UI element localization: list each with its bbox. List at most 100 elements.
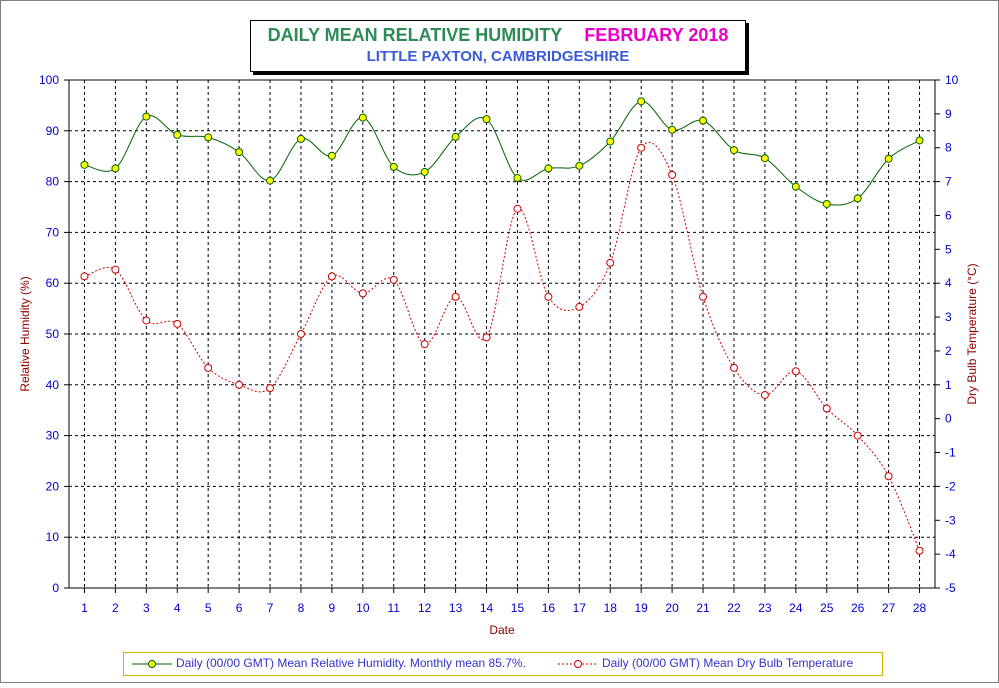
y2-tick-label: -5 xyxy=(945,581,956,595)
humidity-point xyxy=(760,154,769,163)
chart-subtitle-location: LITTLE PAXTON, CAMBRIDGESHIRE xyxy=(366,48,630,65)
chart-title-main: DAILY MEAN RELATIVE HUMIDITY xyxy=(267,25,563,45)
temperature-point xyxy=(544,292,553,301)
chart-title: DAILY MEAN RELATIVE HUMIDITY FEBRUARY 201… xyxy=(251,25,745,46)
temperature-series-line xyxy=(84,141,920,551)
temperature-point xyxy=(668,170,677,179)
humidity-point xyxy=(389,162,398,171)
humidity-point xyxy=(668,125,677,134)
humidity-point xyxy=(327,151,336,160)
y-tick-label: 100 xyxy=(39,73,59,87)
x-tick-label: 5 xyxy=(205,601,212,615)
y2-tick-label: -4 xyxy=(945,547,956,561)
chart-title-period: FEBRUARY 2018 xyxy=(584,25,729,45)
humidity-point xyxy=(451,132,460,141)
legend-humidity-label: Daily (00/00 GMT) Mean Relative Humidity… xyxy=(176,656,526,670)
humidity-series-line xyxy=(84,100,920,206)
x-tick-label: 11 xyxy=(388,601,401,615)
y2-tick-label: 4 xyxy=(945,276,952,290)
humidity-point xyxy=(575,161,584,170)
legend-temperature-label: Daily (00/00 GMT) Mean Dry Bulb Temperat… xyxy=(602,656,854,670)
x-tick-label: 3 xyxy=(143,601,150,615)
humidity-point xyxy=(173,130,182,139)
y-tick-label: 40 xyxy=(46,378,60,392)
x-tick-label: 26 xyxy=(851,601,865,615)
temperature-point xyxy=(699,292,708,301)
y2-tick-label: 5 xyxy=(945,242,952,256)
temperature-point xyxy=(637,143,646,152)
y2-tick-label: 6 xyxy=(945,208,952,222)
y2-axis-label: Dry Bulb Temperature (°C) xyxy=(965,263,979,404)
x-tick-label: 13 xyxy=(449,601,463,615)
humidity-point xyxy=(358,113,367,122)
temperature-point xyxy=(482,333,491,342)
x-tick-label: 16 xyxy=(542,601,556,615)
humidity-point xyxy=(420,167,429,176)
humidity-point xyxy=(544,164,553,173)
x-tick-label: 28 xyxy=(913,601,927,615)
y2-tick-label: -1 xyxy=(945,446,956,460)
y2-tick-label: -2 xyxy=(945,479,956,493)
x-tick-label: 15 xyxy=(511,601,525,615)
y2-tick-label: 2 xyxy=(945,344,952,358)
y-axis-label: Relative Humidity (%) xyxy=(18,276,32,391)
temperature-point xyxy=(204,363,213,372)
x-tick-label: 20 xyxy=(665,601,679,615)
humidity-point xyxy=(235,148,244,157)
x-tick-label: 12 xyxy=(418,601,432,615)
temperature-point xyxy=(111,265,120,274)
humidity-point xyxy=(884,154,893,163)
y-tick-label: 70 xyxy=(46,225,60,239)
temperature-point xyxy=(822,404,831,413)
y-tick-label: 10 xyxy=(46,530,60,544)
x-axis-label: Date xyxy=(489,623,515,637)
temperature-point xyxy=(173,319,182,328)
temperature-point xyxy=(791,367,800,376)
temperature-point xyxy=(266,384,275,393)
x-tick-label: 6 xyxy=(236,601,243,615)
humidity-point xyxy=(204,133,213,142)
temperature-point xyxy=(80,272,89,281)
temperature-point xyxy=(513,204,522,213)
temperature-point xyxy=(853,431,862,440)
temperature-point xyxy=(884,472,893,481)
x-tick-label: 7 xyxy=(267,601,274,615)
temperature-point xyxy=(235,380,244,389)
x-tick-label: 8 xyxy=(298,601,305,615)
y2-tick-label: 7 xyxy=(945,175,952,189)
humidity-point xyxy=(853,194,862,203)
humidity-point xyxy=(266,176,275,185)
temperature-point xyxy=(606,258,615,267)
legend: Daily (00/00 GMT) Mean Relative Humidity… xyxy=(123,652,883,676)
y-tick-label: 20 xyxy=(46,479,60,493)
x-tick-label: 9 xyxy=(329,601,336,615)
legend-temperature-symbol xyxy=(558,660,598,668)
humidity-point xyxy=(513,174,522,183)
x-tick-label: 14 xyxy=(480,601,494,615)
temperature-point xyxy=(760,390,769,399)
humidity-point xyxy=(142,112,151,121)
x-tick-label: 4 xyxy=(174,601,181,615)
humidity-point xyxy=(791,182,800,191)
y2-tick-label: 3 xyxy=(945,310,952,324)
x-tick-label: 18 xyxy=(604,601,618,615)
temperature-point xyxy=(729,363,738,372)
x-tick-label: 10 xyxy=(356,601,370,615)
x-tick-label: 22 xyxy=(727,601,741,615)
x-tick-label: 25 xyxy=(820,601,834,615)
y-tick-label: 80 xyxy=(46,175,60,189)
humidity-point xyxy=(296,134,305,143)
temperature-point xyxy=(389,275,398,284)
x-tick-label: 27 xyxy=(882,601,896,615)
humidity-point xyxy=(822,199,831,208)
y-tick-label: 0 xyxy=(52,581,59,595)
humidity-point xyxy=(606,137,615,146)
y2-tick-label: 10 xyxy=(945,73,959,87)
y2-tick-label: 0 xyxy=(945,412,952,426)
humidity-point xyxy=(915,136,924,145)
title-box: DAILY MEAN RELATIVE HUMIDITY FEBRUARY 201… xyxy=(250,20,746,72)
y2-tick-label: 9 xyxy=(945,107,952,121)
temperature-point xyxy=(142,316,151,325)
